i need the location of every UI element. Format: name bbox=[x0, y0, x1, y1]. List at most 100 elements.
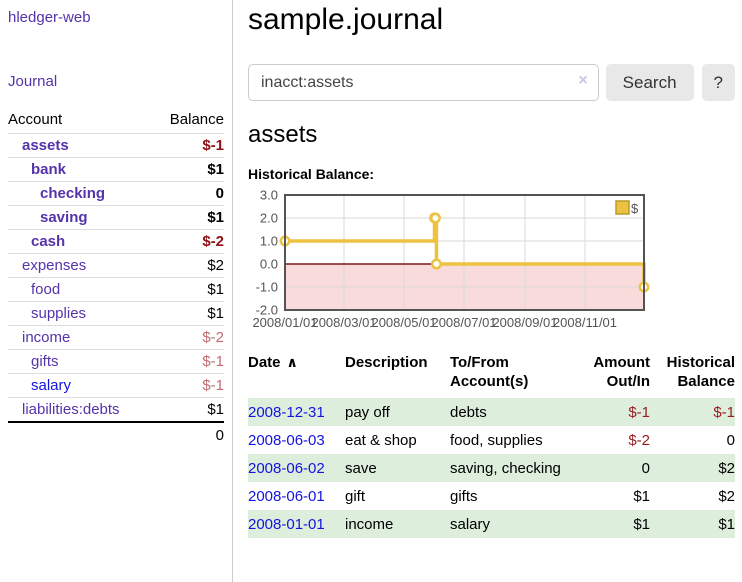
transaction-amount: $1 bbox=[633, 488, 650, 505]
account-balance: $-1 bbox=[153, 349, 224, 374]
historical-balance-chart: $3.0 2.0 1.0 0.0 -1.0 -2.0 2008/01/01 2008/03/0… bbox=[248, 188, 735, 340]
account-balance: $1 bbox=[153, 277, 224, 302]
account-link-food[interactable]: food bbox=[31, 281, 61, 298]
register-header-row: Date ∧ Description To/From Account(s) Amou… bbox=[248, 350, 735, 398]
accounts-table: Account Balance assets $-1 bank $1 checking 0… bbox=[8, 107, 224, 448]
accounts-total-balance: 0 bbox=[153, 421, 224, 448]
account-link-assets[interactable]: assets bbox=[22, 137, 69, 154]
x-axis-tick-label: 2008/07/01 bbox=[431, 315, 496, 330]
chart-border bbox=[284, 194, 645, 311]
search-input-wrap: × bbox=[248, 64, 599, 101]
register-header-accounts: To/From Account(s) bbox=[450, 350, 570, 398]
account-name-cell: liabilities:debts bbox=[8, 397, 154, 423]
transaction-description: save bbox=[345, 460, 377, 477]
register-header-balance: Historical Balance bbox=[650, 350, 735, 398]
account-link-supplies[interactable]: supplies bbox=[31, 305, 87, 322]
sidebar: hledger-web Journal Account Balance asse… bbox=[0, 0, 233, 582]
y-axis-tick-label: 3.0 bbox=[260, 188, 278, 203]
register-row: 2008-06-02 save saving, checking 0 $2 bbox=[248, 454, 735, 482]
x-axis-tick-label: 2008/09/01 bbox=[492, 315, 557, 330]
register-header-description: Description bbox=[345, 354, 428, 371]
transaction-balance: 0 bbox=[726, 432, 735, 449]
account-name-cell: assets bbox=[8, 133, 154, 158]
transaction-accounts: gifts bbox=[450, 488, 478, 505]
account-balance: $-2 bbox=[153, 325, 224, 350]
register-header-date[interactable]: Date ∧ bbox=[248, 350, 345, 398]
account-balance: $1 bbox=[153, 205, 224, 230]
account-row: checking 0 bbox=[8, 181, 224, 206]
account-name-cell: supplies bbox=[8, 301, 154, 326]
transaction-description: pay off bbox=[345, 404, 390, 421]
register-row: 2008-12-31 pay off debts $-1 $-1 bbox=[248, 398, 735, 426]
accounts-header-line1: To/From bbox=[450, 354, 509, 371]
transaction-date-link[interactable]: 2008-12-31 bbox=[248, 404, 325, 421]
sidebar-item-journal[interactable]: Journal bbox=[8, 73, 58, 90]
account-link-gifts[interactable]: gifts bbox=[31, 353, 59, 370]
register-table: Date ∧ Description To/From Account(s) Amou… bbox=[248, 350, 735, 538]
transaction-description: gift bbox=[345, 488, 366, 505]
transaction-date-link[interactable]: 2008-01-01 bbox=[248, 516, 325, 533]
search-button[interactable]: Search bbox=[605, 64, 694, 101]
transaction-amount: 0 bbox=[641, 460, 650, 477]
register-row: 2008-06-03 eat & shop food, supplies $-2 0 bbox=[248, 426, 735, 454]
accounts-header-row: Account Balance bbox=[8, 107, 224, 134]
chart-title: Historical Balance: bbox=[248, 166, 375, 182]
page-title: sample.journal bbox=[248, 3, 444, 36]
account-heading: assets bbox=[248, 121, 318, 148]
transaction-date-link[interactable]: 2008-06-02 bbox=[248, 460, 325, 477]
account-link-bank[interactable]: bank bbox=[31, 161, 67, 178]
transaction-date-link[interactable]: 2008-06-01 bbox=[248, 488, 325, 505]
account-row: gifts $-1 bbox=[8, 349, 224, 374]
account-balance: $1 bbox=[153, 157, 224, 182]
transaction-accounts: saving, checking bbox=[450, 460, 561, 477]
account-balance: $-1 bbox=[153, 373, 224, 398]
x-axis-tick-label: 2008/05/01 bbox=[371, 315, 436, 330]
account-name-cell: gifts bbox=[8, 349, 154, 374]
account-link-expenses[interactable]: expenses bbox=[22, 257, 87, 274]
help-button[interactable]: ? bbox=[701, 64, 735, 101]
date-header-label: Date bbox=[248, 354, 281, 371]
balance-header-line1: Historical bbox=[666, 354, 735, 371]
y-axis-tick-label: -2.0 bbox=[256, 303, 278, 318]
account-balance: 0 bbox=[153, 181, 224, 206]
data-point-marker bbox=[430, 212, 441, 224]
transaction-date-cell: 2008-01-01 bbox=[248, 510, 345, 538]
search-input[interactable] bbox=[248, 64, 599, 101]
account-row: cash $-2 bbox=[8, 229, 224, 254]
account-row: assets $-1 bbox=[8, 133, 224, 158]
account-row: supplies $1 bbox=[8, 301, 224, 326]
clear-search-icon[interactable]: × bbox=[578, 72, 588, 89]
transaction-amount: $-1 bbox=[628, 404, 650, 421]
transaction-balance: $2 bbox=[718, 488, 735, 505]
amount-header-line1: Amount bbox=[593, 354, 650, 371]
account-row: bank $1 bbox=[8, 157, 224, 182]
account-link-liabilities-debts[interactable]: liabilities:debts bbox=[22, 401, 120, 418]
account-link-saving[interactable]: saving bbox=[40, 209, 88, 226]
main-content: sample.journal × Search ? assets Histori… bbox=[233, 0, 742, 582]
account-link-income[interactable]: income bbox=[22, 329, 71, 346]
transaction-accounts: food, supplies bbox=[450, 432, 543, 449]
transaction-description: income bbox=[345, 516, 394, 533]
transaction-date-link[interactable]: 2008-06-03 bbox=[248, 432, 325, 449]
account-link-cash[interactable]: cash bbox=[31, 233, 66, 250]
transaction-amount: $1 bbox=[633, 516, 650, 533]
x-axis-tick-label: 2008/01/01 bbox=[252, 315, 317, 330]
transaction-accounts: debts bbox=[450, 404, 487, 421]
y-axis-tick-label: 2.0 bbox=[260, 211, 278, 226]
account-link-checking[interactable]: checking bbox=[40, 185, 106, 202]
account-link-salary[interactable]: salary bbox=[31, 377, 72, 394]
app-title-link[interactable]: hledger-web bbox=[8, 9, 91, 26]
transaction-date-cell: 2008-12-31 bbox=[248, 398, 345, 426]
account-row: income $-2 bbox=[8, 325, 224, 350]
register-row: 2008-06-01 gift gifts $1 $2 bbox=[248, 482, 735, 510]
accounts-header-balance: Balance bbox=[153, 107, 224, 134]
register-row: 2008-01-01 income salary $1 $1 bbox=[248, 510, 735, 538]
account-row: food $1 bbox=[8, 277, 224, 302]
balance-header-line2: Balance bbox=[677, 373, 735, 390]
amount-header-line2: Out/In bbox=[606, 373, 650, 390]
account-balance: $1 bbox=[153, 301, 224, 326]
account-name-cell: checking bbox=[8, 181, 154, 206]
accounts-total-row: 0 bbox=[8, 421, 224, 448]
account-name-cell: cash bbox=[8, 229, 154, 254]
